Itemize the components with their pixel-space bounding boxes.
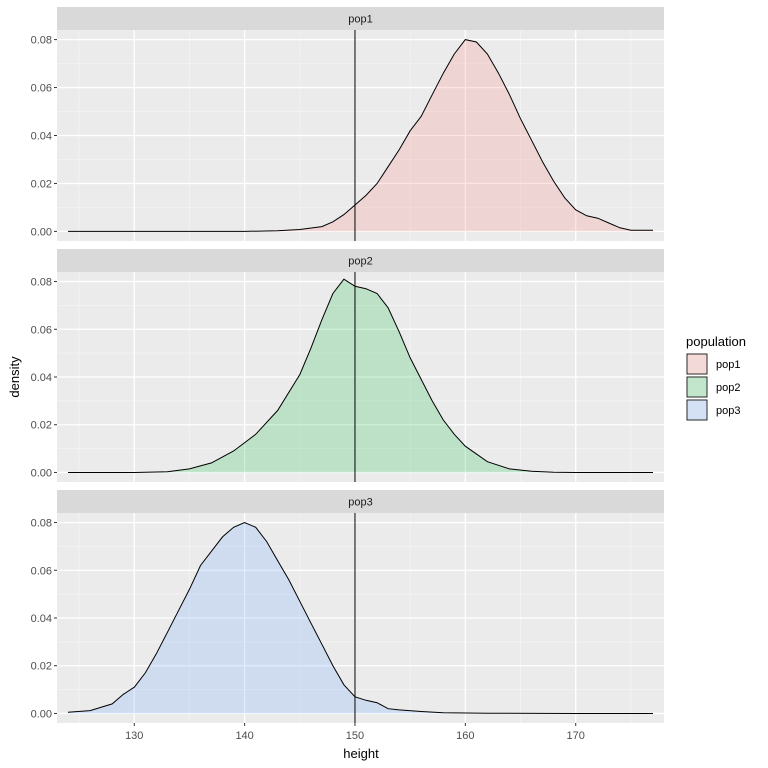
y-tick-label: 0.08 (31, 277, 52, 289)
density-area-pop1 (68, 39, 653, 232)
legend-entry-pop1: pop1 (686, 353, 740, 375)
y-tick-label: 0.02 (31, 420, 52, 432)
x-tick-label: 160 (456, 730, 474, 742)
panels-layer: pop1 0.00 0.02 0.04 0.06 0.08 pop2 0.00 0.02 0.04… (31, 7, 664, 723)
x-tick-label: 150 (346, 730, 364, 742)
density-area-pop2 (68, 279, 653, 473)
y-tick-label: 0.00 (31, 467, 52, 479)
density-line-pop1 (68, 39, 653, 232)
strip-background (57, 249, 664, 272)
x-tick-label: 140 (235, 730, 253, 742)
legend-label: pop3 (716, 405, 740, 417)
y-tick-label: 0.08 (31, 35, 52, 47)
strip-label: pop3 (348, 497, 372, 509)
legend-label: pop2 (716, 382, 740, 394)
legend-key-swatch (686, 376, 708, 398)
y-tick-label: 0.02 (31, 661, 52, 673)
y-tick-label: 0.04 (31, 613, 52, 625)
panel-pop1: pop1 0.00 0.02 0.04 0.06 0.08 (31, 7, 664, 241)
y-tick-label: 0.08 (31, 518, 52, 530)
legend: population pop1 pop2 pop3 (686, 334, 746, 421)
legend-title: population (686, 334, 746, 349)
x-axis-title: height (343, 746, 379, 761)
x-tick-label: 170 (567, 730, 585, 742)
density-line-pop3 (67, 521, 653, 714)
density-line-pop2 (68, 278, 653, 473)
strip-background (57, 7, 664, 30)
y-tick-label: 0.04 (31, 372, 52, 384)
legend-label: pop1 (716, 359, 740, 371)
legend-key-swatch (686, 399, 708, 421)
legend-entry-pop2: pop2 (686, 376, 740, 398)
panel-pop2: pop2 0.00 0.02 0.04 0.06 0.08 (31, 249, 664, 482)
y-tick-label: 0.02 (31, 178, 52, 190)
strip-background (57, 490, 664, 513)
legend-key-background (686, 376, 708, 398)
y-tick-label: 0.06 (31, 324, 52, 336)
legend-key-background (686, 399, 708, 421)
strip-label: pop1 (348, 14, 372, 26)
density-area-pop3 (68, 522, 653, 714)
y-tick-label: 0.06 (31, 565, 52, 577)
y-tick-label: 0.00 (31, 708, 52, 720)
x-tick-label: 130 (125, 730, 143, 742)
strip-label: pop2 (348, 256, 372, 268)
legend-key-background (686, 353, 708, 375)
y-tick-label: 0.00 (31, 226, 52, 238)
x-axis: 130 140 150 160 170 (125, 723, 585, 742)
y-tick-label: 0.04 (31, 131, 52, 143)
legend-key-swatch (686, 353, 708, 375)
panel-pop3: pop3 0.00 0.02 0.04 0.06 0.08 (31, 490, 664, 723)
y-axis-title: density (7, 356, 22, 398)
y-tick-label: 0.06 (31, 83, 52, 95)
legend-entry-pop3: pop3 (686, 399, 740, 421)
